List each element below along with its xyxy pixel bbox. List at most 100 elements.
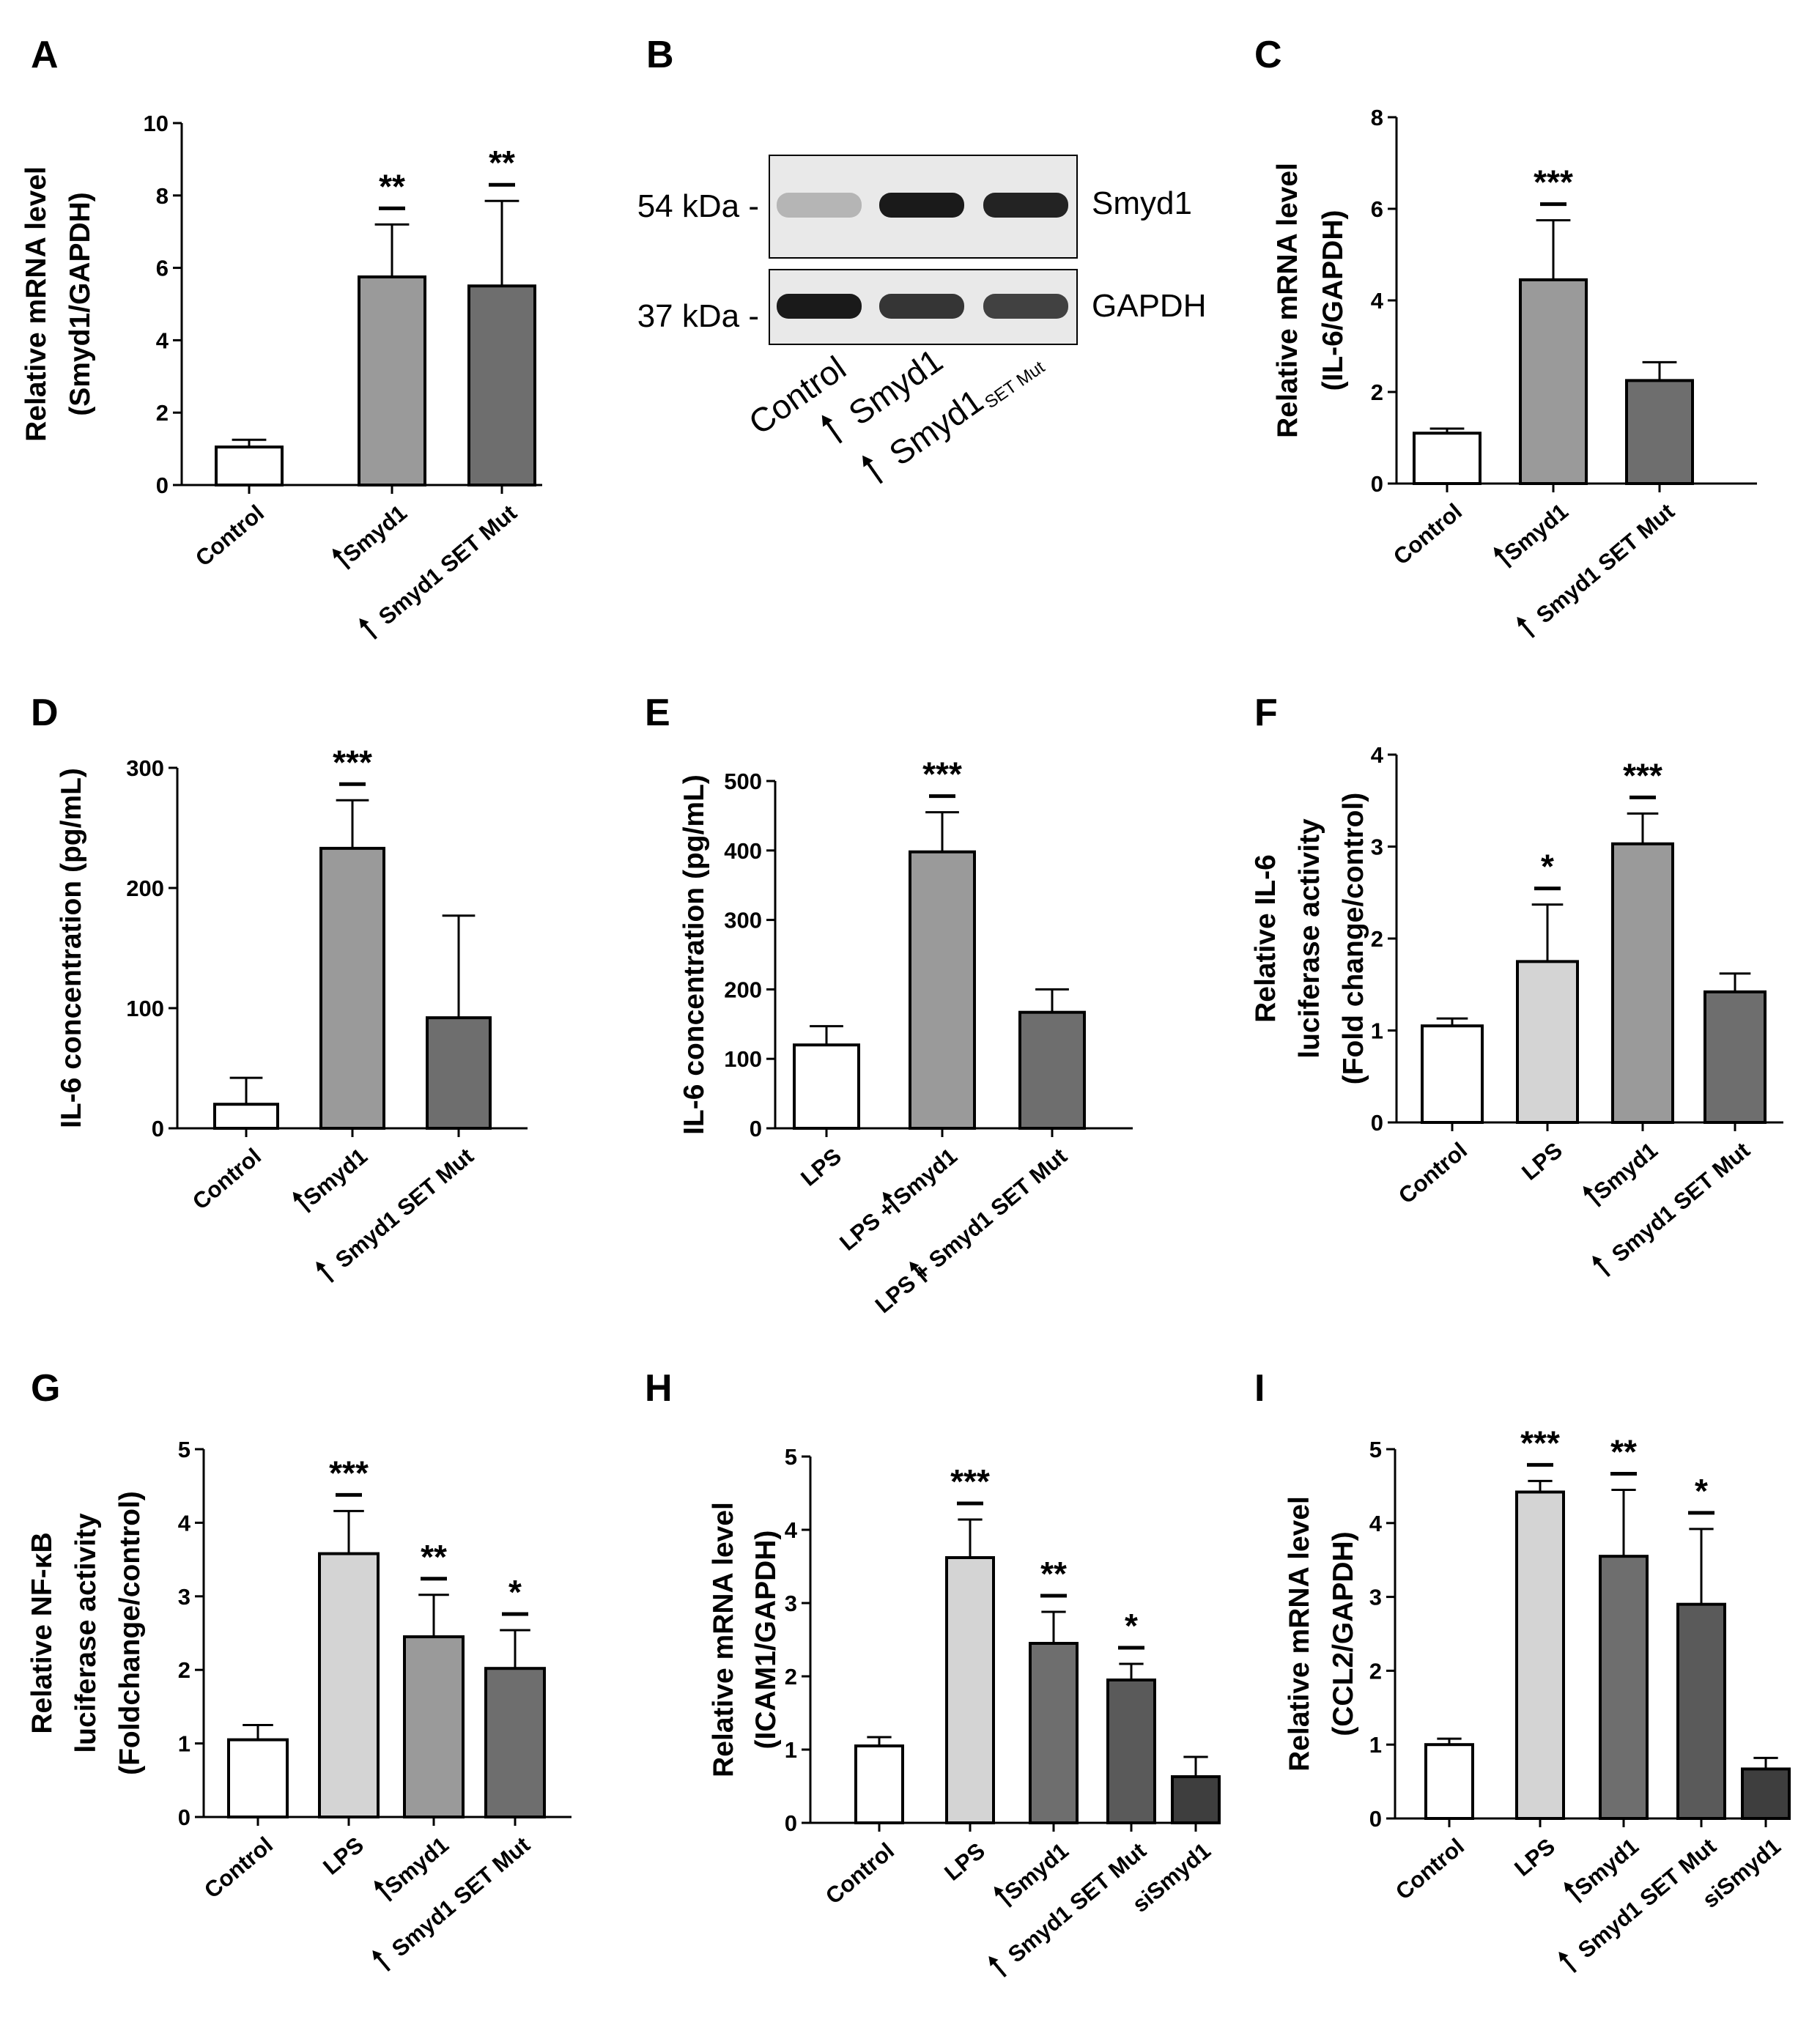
y-axis-label: Relative mRNA level (1272, 163, 1303, 438)
x-category-label: Control (1391, 1833, 1469, 1905)
bar (467, 284, 536, 486)
y-tick-label: 200 (126, 876, 164, 901)
y-axis-label: (Foldchange/control) (114, 1491, 146, 1775)
y-axis-label: Relative IL-6 (1250, 854, 1281, 1023)
up-arrow-icon (359, 618, 378, 640)
y-tick-label: 300 (724, 908, 762, 933)
category-name: Control (190, 500, 269, 571)
category-text: Smyd1 SET Mut (1573, 1833, 1721, 1963)
bar (403, 1635, 465, 1819)
category-name: Control (821, 1838, 899, 1909)
category-text: Smyd1 (380, 1832, 454, 1899)
chart-panel-g: G Relative NF-κB luciferase activity (Foldc… (26, 1367, 571, 1972)
y-tick-label: 1 (178, 1731, 190, 1757)
category-text: LPS (796, 1143, 846, 1191)
x-category-label: Control (199, 1832, 278, 1903)
y-tick-label: 4 (178, 1510, 191, 1536)
category-name: Control (188, 1143, 266, 1215)
chart-panel-d: D IL-6 concentration (pg/mL) 0 100 200 300 Con… (31, 692, 528, 1283)
x-category-label: LPS (796, 1143, 846, 1191)
y-tick-label: 500 (724, 769, 762, 794)
blot-band (777, 193, 862, 218)
up-arrow-icon (1583, 1185, 1602, 1207)
y-tick-label: 3 (1369, 1585, 1382, 1610)
significance-stars: *** (1623, 756, 1662, 794)
category-name: LPS (1509, 1833, 1560, 1881)
category-name: Control (1394, 1137, 1472, 1209)
category-text: Smyd1 (1570, 1833, 1643, 1901)
y-tick-label: 4 (785, 1517, 798, 1543)
category-name: LPS (1517, 1137, 1567, 1185)
significance-marker: * (1688, 1472, 1714, 1515)
blot-band (879, 193, 964, 218)
y-tick-label: 4 (156, 327, 169, 353)
bar (318, 1552, 380, 1819)
category-name: Smyd1 SET Mut (1003, 1838, 1151, 1967)
significance-marker: ** (1040, 1555, 1067, 1598)
x-category-label: Control (1394, 1137, 1472, 1209)
bar (319, 846, 385, 1130)
y-tick-label: 400 (724, 838, 762, 864)
y-tick-label: 0 (1369, 1806, 1382, 1832)
y-tick-label: 6 (156, 256, 169, 281)
category-text: LPS (318, 1832, 369, 1880)
category-name: Control (1391, 1833, 1469, 1905)
bar (227, 1738, 289, 1819)
category-name: Smyd1 (1000, 1838, 1073, 1905)
y-tick-label: 100 (724, 1046, 762, 1072)
significance-marker: *** (922, 755, 962, 799)
category-text: Control (188, 1143, 266, 1215)
chart-panel-h: H Relative mRNA level (ICAM1/GAPDH) 0 1 2 3 4 5 C… (645, 1367, 1221, 1977)
marker-label: 54 kDa - (637, 188, 759, 224)
x-category-label: Smyd1 (1583, 1137, 1662, 1207)
category-text: Smyd1 (339, 500, 412, 567)
significance-stars: *** (1534, 163, 1573, 201)
category-text: Control (199, 1832, 278, 1903)
category-prefix: LPS + (835, 1191, 905, 1256)
svg-text:SET Mut: SET Mut (981, 358, 1048, 413)
y-axis-label: Relative mRNA level (1284, 1496, 1315, 1772)
blot-lane-label: Control (741, 349, 852, 443)
blot-bands (777, 193, 1068, 319)
category-name: LPS (318, 1832, 369, 1880)
x-category-label: LPS + Smyd1 SET Mut (870, 1143, 1072, 1318)
category-name: Control (199, 1832, 278, 1903)
category-name: Smyd1 (889, 1143, 962, 1210)
category-name: Smyd1 (1589, 1137, 1662, 1204)
significance-stars: * (1125, 1607, 1138, 1645)
y-tick-label: 2 (178, 1657, 190, 1683)
category-name: Smyd1 SET Mut (1573, 1833, 1721, 1963)
significance-marker: *** (329, 1454, 369, 1497)
significance-marker: ** (421, 1538, 447, 1581)
bar (1018, 1010, 1086, 1130)
bar (1421, 1024, 1484, 1124)
bar (426, 1016, 492, 1130)
significance-stars: * (1541, 848, 1554, 886)
bar (215, 445, 284, 487)
significance-marker: *** (1520, 1424, 1560, 1467)
panel-letter: F (1254, 692, 1278, 734)
significance-stars: * (1695, 1472, 1708, 1510)
y-axis-label: (ICAM1/GAPDH) (750, 1531, 782, 1750)
y-tick-label: 3 (785, 1591, 797, 1616)
y-tick-label: 0 (178, 1805, 190, 1830)
up-arrow-icon (332, 548, 351, 570)
chart-panel-i: I Relative mRNA level (CCL2/GAPDH) 0 1 2 3 4 5 Co… (1254, 1367, 1791, 1973)
x-category-label: LPS (1509, 1833, 1560, 1881)
y-tick-label: 0 (750, 1116, 762, 1141)
significance-stars: *** (333, 743, 372, 781)
y-tick-label: 100 (126, 996, 164, 1021)
up-arrow-icon (292, 1191, 311, 1213)
category-name: Smyd1 (299, 1143, 372, 1210)
x-category-label: Smyd1 (1493, 498, 1573, 569)
category-text: Smyd1 (1589, 1137, 1662, 1204)
up-arrow-icon (374, 1880, 393, 1902)
category-name: LPS (939, 1838, 990, 1886)
y-tick-label: 4 (1371, 742, 1384, 768)
category-name: Smyd1 (339, 500, 412, 567)
y-tick-label: 3 (1371, 834, 1383, 860)
bar (1611, 842, 1674, 1124)
up-arrow-icon (1517, 617, 1536, 638)
significance-marker: ** (489, 144, 515, 187)
